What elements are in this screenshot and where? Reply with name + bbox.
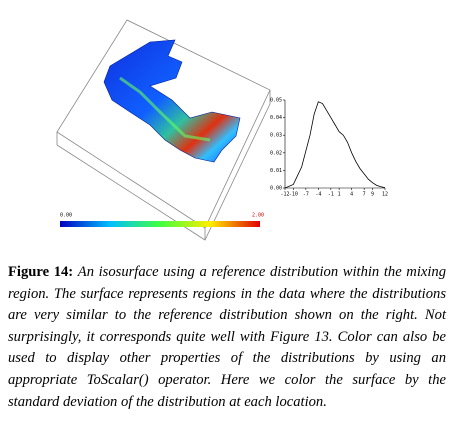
x-tick-label: 1 bbox=[338, 192, 341, 198]
bounding-box bbox=[56, 19, 271, 241]
x-tick-label: 9 bbox=[371, 192, 374, 198]
y-tick-label: 0.04 bbox=[270, 115, 282, 121]
x-tick-label: -4 bbox=[315, 192, 321, 198]
x-tick-label: -12 bbox=[280, 192, 289, 198]
figure: 0.00 2.00 0.00 0.01 0.02 0.03 0.04 0.05 -12 -10… bbox=[56, 19, 388, 241]
x-tick-label: -1 bbox=[328, 192, 334, 198]
x-tick-label: 12 bbox=[382, 192, 388, 198]
y-tick-label: 0.01 bbox=[270, 168, 282, 174]
colorbar-max-label: 2.00 bbox=[252, 213, 264, 219]
y-tick-label: 0.02 bbox=[270, 150, 282, 156]
caption: Figure 14: An isosurface using a referen… bbox=[8, 262, 446, 413]
y-tick-label: 0.03 bbox=[270, 133, 282, 139]
colorbar-min-label: 0.00 bbox=[60, 213, 72, 219]
x-tick-label: 7 bbox=[363, 192, 366, 198]
x-tick-label: -10 bbox=[289, 192, 298, 198]
colorbar bbox=[60, 221, 260, 227]
isosurface bbox=[103, 39, 241, 163]
x-tick-label: -7 bbox=[303, 192, 309, 198]
curve bbox=[284, 101, 386, 189]
x-tick-label: 4 bbox=[350, 192, 353, 198]
caption-label: Figure 14: bbox=[8, 264, 74, 280]
y-tick-label: 0.05 bbox=[270, 98, 282, 104]
caption-text: An isosurface using a reference distribu… bbox=[8, 264, 447, 410]
y-tick-label: 0.00 bbox=[270, 186, 282, 192]
isosurface-highlight bbox=[119, 76, 211, 142]
